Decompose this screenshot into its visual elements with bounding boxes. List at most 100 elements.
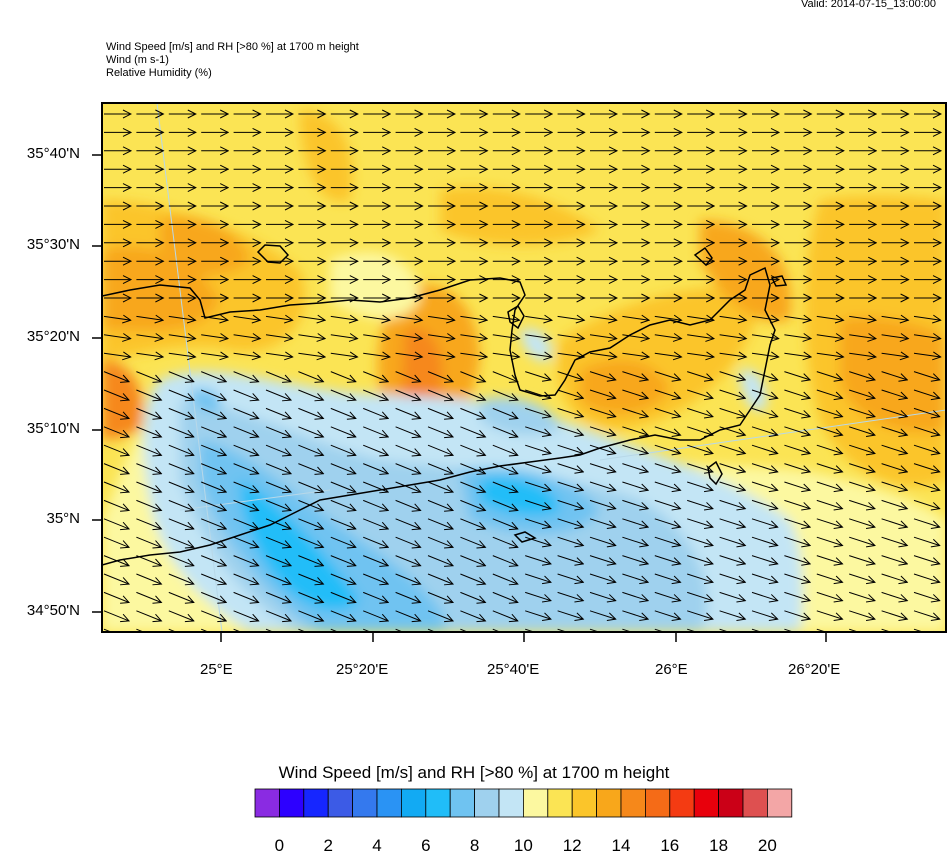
wind-vector-arrow-icon bbox=[136, 573, 161, 584]
legend-swatch bbox=[254, 788, 280, 818]
legend-swatch bbox=[620, 788, 646, 818]
wind-vector-arrow-icon bbox=[201, 316, 228, 320]
wind-vector-arrow-icon bbox=[427, 389, 453, 400]
lat-label: 34°50'N bbox=[26, 602, 80, 619]
wind-vector-arrow-icon bbox=[330, 499, 356, 510]
wind-vector-arrow-icon bbox=[557, 499, 584, 508]
wind-vector-arrow-icon bbox=[265, 426, 291, 437]
wind-vector-arrow-icon bbox=[913, 463, 940, 472]
wind-vector-arrow-icon bbox=[233, 481, 259, 492]
wind-vector-arrow-icon bbox=[784, 555, 810, 564]
wind-vector-arrow-icon bbox=[654, 371, 681, 380]
wind-vector-arrow-icon bbox=[816, 335, 844, 339]
wind-vector-arrow-icon bbox=[589, 389, 616, 398]
wind-vector-arrow-icon bbox=[849, 426, 875, 435]
wind-vector-arrow-icon bbox=[557, 335, 585, 339]
wind-vector-arrow-icon bbox=[622, 573, 648, 582]
wind-vector-arrow-icon bbox=[687, 555, 713, 564]
wind-vector-arrow-icon bbox=[557, 463, 584, 472]
wind-vector-arrow-icon bbox=[816, 444, 843, 453]
wind-vector-arrow-icon bbox=[816, 371, 843, 380]
wind-vector-arrow-icon bbox=[330, 426, 356, 437]
wind-vector-arrow-icon bbox=[654, 591, 681, 600]
wind-vector-arrow-icon bbox=[654, 628, 681, 632]
wind-vector-arrow-icon bbox=[913, 426, 940, 435]
lat-label: 35°20'N bbox=[26, 328, 80, 345]
wind-vector-arrow-icon bbox=[427, 536, 453, 547]
wind-vector-arrow-icon bbox=[881, 573, 908, 582]
wind-vector-arrow-icon bbox=[525, 426, 551, 435]
wind-vector-arrow-icon bbox=[687, 407, 713, 416]
wind-vector-arrow-icon bbox=[492, 536, 518, 547]
wind-vector-arrow-icon bbox=[136, 335, 163, 339]
wind-vector-arrow-icon bbox=[395, 371, 421, 382]
wind-vector-arrow-icon bbox=[654, 499, 681, 508]
wind-vector-arrow-icon bbox=[492, 481, 518, 492]
wind-vector-arrow-icon bbox=[168, 426, 194, 437]
wind-vector-arrow-icon bbox=[622, 371, 648, 380]
wind-vector-arrow-icon bbox=[363, 389, 388, 400]
wind-vector-arrow-icon bbox=[460, 426, 485, 437]
wind-vector-arrow-icon bbox=[687, 591, 713, 600]
wind-vector-arrow-icon bbox=[589, 610, 616, 619]
wind-vector-arrow-icon bbox=[589, 444, 616, 453]
wind-vector-arrow-icon bbox=[168, 591, 194, 602]
wind-vector-arrow-icon bbox=[622, 499, 648, 508]
wind-vector-arrow-icon bbox=[460, 610, 485, 621]
wind-vector-arrow-icon bbox=[427, 353, 455, 357]
wind-vector-arrow-icon bbox=[298, 536, 323, 547]
wind-vector-arrow-icon bbox=[784, 463, 810, 472]
wind-vector-arrow-icon bbox=[201, 555, 226, 566]
wind-vector-arrow-icon bbox=[654, 463, 681, 472]
wind-vector-arrow-icon bbox=[784, 353, 811, 357]
wind-vector-arrow-icon bbox=[265, 389, 291, 400]
wind-vector-arrow-icon bbox=[751, 426, 778, 435]
wind-vector-arrow-icon bbox=[330, 353, 358, 357]
wind-vector-arrow-icon bbox=[103, 407, 129, 418]
wind-vector-arrow-icon bbox=[395, 499, 421, 510]
wind-vector-arrow-icon bbox=[849, 555, 875, 564]
wind-vector-arrow-icon bbox=[427, 573, 453, 584]
wind-vector-arrow-icon bbox=[136, 536, 161, 547]
legend-swatch bbox=[474, 788, 500, 818]
wind-vector-arrow-icon bbox=[492, 353, 520, 357]
wind-vector-arrow-icon bbox=[427, 335, 455, 339]
wind-vector-arrow-icon bbox=[881, 353, 909, 357]
wind-vector-arrow-icon bbox=[265, 610, 291, 621]
wind-vector-arrow-icon bbox=[395, 536, 421, 547]
wind-vector-arrow-icon bbox=[816, 591, 843, 600]
wind-vector-arrow-icon bbox=[136, 591, 161, 602]
wind-vector-arrow-icon bbox=[849, 371, 875, 380]
wind-vector-arrow-icon bbox=[589, 371, 616, 380]
wind-vector-arrow-icon bbox=[687, 463, 713, 472]
wind-vector-arrow-icon bbox=[525, 555, 551, 564]
wind-vector-arrow-icon bbox=[168, 389, 194, 400]
wind-vector-arrow-icon bbox=[136, 444, 161, 455]
wind-vector-arrow-icon bbox=[881, 371, 908, 380]
wind-vector-arrow-icon bbox=[201, 518, 226, 529]
wind-vector-arrow-icon bbox=[427, 555, 453, 566]
wind-vector-arrow-icon bbox=[265, 463, 291, 474]
wind-vector-arrow-icon bbox=[784, 407, 810, 416]
wind-vector-arrow-icon bbox=[816, 555, 843, 564]
wind-vector-arrow-icon bbox=[913, 536, 940, 545]
wind-vector-arrow-icon bbox=[784, 371, 810, 380]
wind-vector-arrow-icon bbox=[265, 316, 293, 320]
wind-vector-arrow-icon bbox=[460, 573, 485, 584]
legend-swatch bbox=[449, 788, 476, 818]
wind-vectors bbox=[103, 114, 948, 632]
wind-vector-arrow-icon bbox=[168, 628, 178, 632]
wind-vector-arrow-icon bbox=[201, 628, 210, 632]
wind-vector-arrow-icon bbox=[881, 389, 908, 398]
wind-vector-arrow-icon bbox=[395, 316, 423, 320]
wind-vector-arrow-icon bbox=[913, 335, 941, 339]
wind-vector-arrow-icon bbox=[363, 628, 372, 632]
wind-vector-arrow-icon bbox=[719, 628, 746, 632]
wind-vector-arrow-icon bbox=[719, 444, 746, 453]
wind-vector-arrow-icon bbox=[395, 555, 421, 566]
wind-vector-arrow-icon bbox=[363, 610, 388, 621]
wind-vector-arrow-icon bbox=[687, 353, 714, 357]
wind-vector-arrow-icon bbox=[298, 555, 323, 566]
wind-vector-arrow-icon bbox=[136, 389, 161, 400]
